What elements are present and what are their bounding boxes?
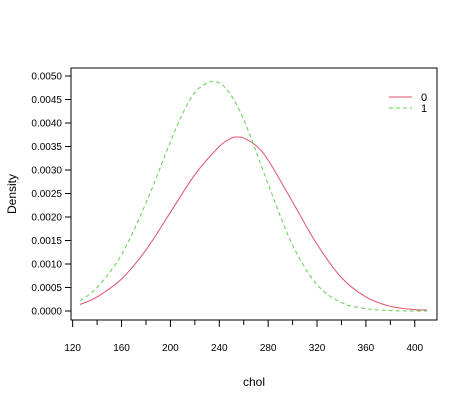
x-axis-title: chol bbox=[243, 375, 265, 389]
y-tick-label: 0.0000 bbox=[31, 307, 62, 318]
x-tick-label: 200 bbox=[162, 343, 179, 354]
y-axis-title: Density bbox=[5, 174, 19, 214]
legend: 01 bbox=[389, 92, 427, 115]
x-tick-label: 360 bbox=[358, 343, 375, 354]
y-tick-label: 0.0015 bbox=[31, 236, 62, 247]
y-tick-label: 0.0025 bbox=[31, 189, 62, 200]
legend-label-1: 1 bbox=[421, 103, 427, 115]
y-tick-label: 0.0005 bbox=[31, 283, 62, 294]
axes: 0.0000 0.0005 0.0010 0.0015 0.0020 0.0025 0.00… bbox=[31, 67, 438, 354]
x-tick-label: 400 bbox=[406, 343, 423, 354]
x-tick-label: 280 bbox=[260, 343, 277, 354]
y-tick-label: 0.0050 bbox=[31, 72, 62, 83]
series-line-0 bbox=[79, 136, 428, 311]
legend-label-0: 0 bbox=[421, 92, 427, 104]
plot-frame bbox=[70, 67, 438, 321]
x-tick-label: 320 bbox=[309, 343, 326, 354]
x-tick-label: 120 bbox=[64, 343, 81, 354]
series-layer bbox=[79, 80, 428, 312]
y-tick-label: 0.0010 bbox=[31, 260, 62, 271]
y-tick-label: 0.0020 bbox=[31, 213, 62, 224]
y-tick-label: 0.0045 bbox=[31, 95, 62, 106]
series-line-1 bbox=[79, 80, 428, 312]
y-tick-label: 0.0030 bbox=[31, 166, 62, 177]
y-tick-label: 0.0040 bbox=[31, 119, 62, 130]
x-tick-label: 160 bbox=[113, 343, 130, 354]
x-tick-label: 240 bbox=[211, 343, 228, 354]
y-tick-label: 0.0035 bbox=[31, 142, 62, 153]
